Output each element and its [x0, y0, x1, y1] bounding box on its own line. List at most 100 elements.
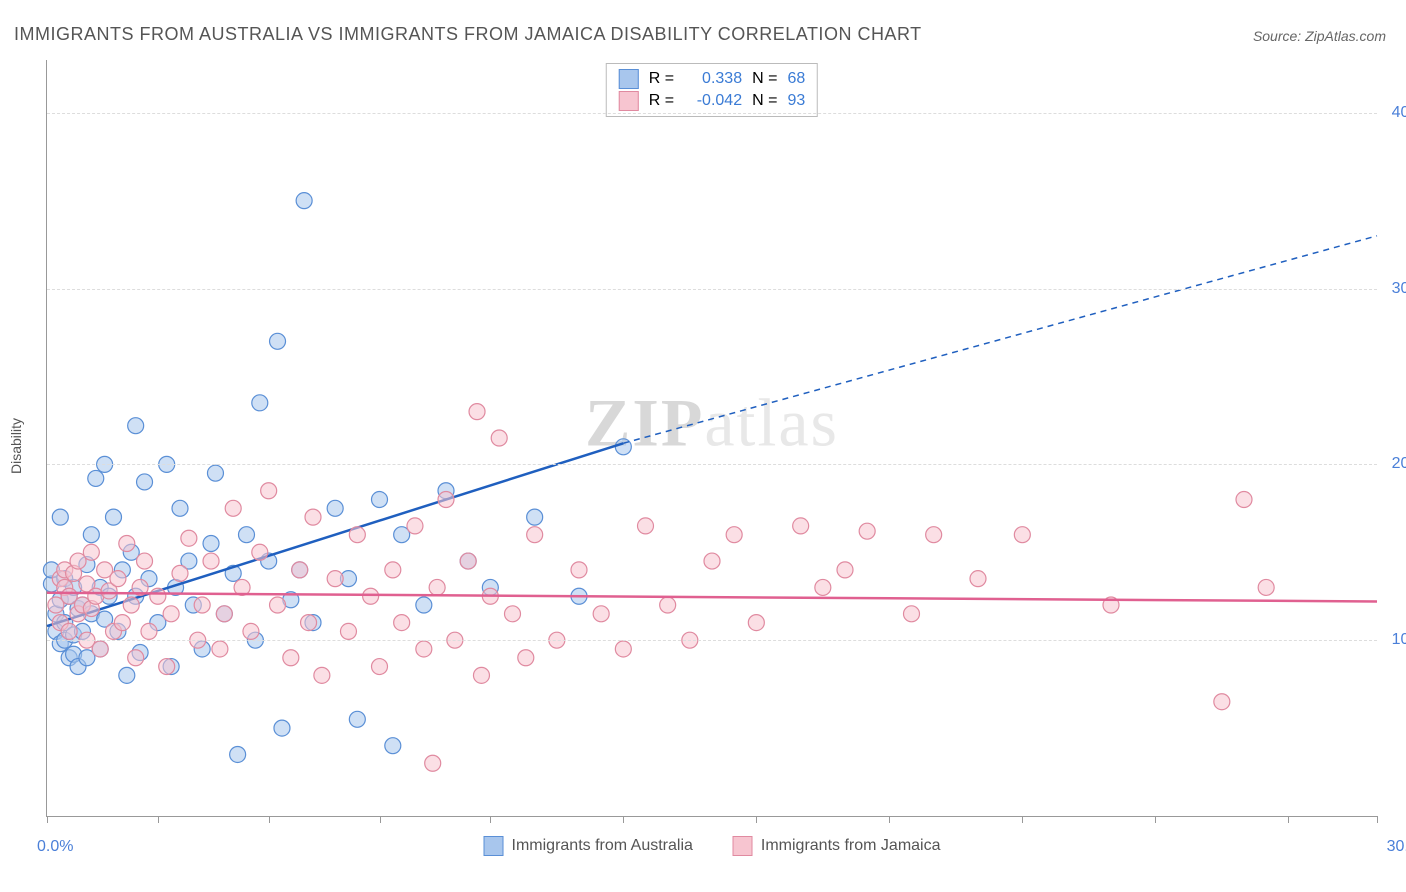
stats-legend-box: R = 0.338 N = 68 R = -0.042 N = 93	[606, 63, 818, 117]
gridline	[47, 640, 1377, 641]
scatter-point	[301, 615, 317, 631]
scatter-point	[1014, 527, 1030, 543]
scatter-point	[141, 623, 157, 639]
scatter-point	[207, 465, 223, 481]
scatter-point	[837, 562, 853, 578]
scatter-point	[793, 518, 809, 534]
y-axis-label: Disability	[8, 418, 24, 474]
scatter-point	[385, 738, 401, 754]
swatch-series-b	[619, 91, 639, 111]
source-label: Source: ZipAtlas.com	[1253, 28, 1386, 44]
scatter-point	[283, 650, 299, 666]
scatter-point	[593, 606, 609, 622]
stats-row-series-a: R = 0.338 N = 68	[619, 68, 805, 90]
scatter-point	[904, 606, 920, 622]
scatter-point	[1236, 492, 1252, 508]
scatter-point	[114, 615, 130, 631]
x-tick	[490, 816, 491, 823]
scatter-point	[252, 544, 268, 560]
scatter-point	[660, 597, 676, 613]
scatter-point	[638, 518, 654, 534]
scatter-point	[216, 606, 232, 622]
scatter-point	[137, 474, 153, 490]
scatter-point	[527, 509, 543, 525]
chart-title: IMMIGRANTS FROM AUSTRALIA VS IMMIGRANTS …	[14, 24, 922, 45]
swatch-series-a	[619, 69, 639, 89]
x-tick	[623, 816, 624, 823]
gridline	[47, 113, 1377, 114]
scatter-point	[83, 527, 99, 543]
plot-svg	[47, 60, 1377, 816]
scatter-point	[473, 667, 489, 683]
x-tick	[756, 816, 757, 823]
scatter-point	[429, 579, 445, 595]
x-tick	[47, 816, 48, 823]
n-value-series-a: 68	[787, 68, 805, 90]
scatter-point	[970, 571, 986, 587]
scatter-point	[527, 527, 543, 543]
scatter-point	[137, 553, 153, 569]
scatter-point	[704, 553, 720, 569]
scatter-point	[106, 509, 122, 525]
x-tick	[1022, 816, 1023, 823]
legend-label-a: Immigrants from Australia	[512, 837, 693, 855]
scatter-point	[270, 333, 286, 349]
scatter-point	[163, 606, 179, 622]
scatter-point	[159, 659, 175, 675]
scatter-point	[172, 565, 188, 581]
legend-label-b: Immigrants from Jamaica	[761, 837, 941, 855]
scatter-point	[305, 509, 321, 525]
scatter-point	[571, 562, 587, 578]
legend-swatch-a	[484, 836, 504, 856]
plot-area: ZIPatlas R = 0.338 N = 68 R = -0.042 N =…	[46, 60, 1377, 817]
scatter-point	[239, 527, 255, 543]
scatter-point	[252, 395, 268, 411]
scatter-point	[340, 623, 356, 639]
scatter-point	[505, 606, 521, 622]
scatter-point	[518, 650, 534, 666]
scatter-point	[270, 597, 286, 613]
scatter-point	[349, 711, 365, 727]
stats-row-series-b: R = -0.042 N = 93	[619, 90, 805, 112]
scatter-point	[425, 755, 441, 771]
x-tick-label: 30.0%	[1387, 838, 1406, 856]
scatter-point	[327, 500, 343, 516]
scatter-point	[460, 553, 476, 569]
trend-line-extrapolated	[623, 236, 1377, 443]
scatter-point	[92, 641, 108, 657]
gridline	[47, 464, 1377, 465]
r-label: R =	[649, 68, 674, 90]
scatter-point	[726, 527, 742, 543]
scatter-point	[181, 530, 197, 546]
y-tick-label: 10.0%	[1392, 631, 1406, 649]
scatter-point	[261, 483, 277, 499]
scatter-point	[926, 527, 942, 543]
legend-item-series-b: Immigrants from Jamaica	[733, 836, 941, 856]
scatter-point	[615, 641, 631, 657]
legend-swatch-b	[733, 836, 753, 856]
scatter-point	[243, 623, 259, 639]
n-label: N =	[752, 90, 777, 112]
scatter-point	[119, 535, 135, 551]
scatter-point	[110, 571, 126, 587]
scatter-point	[372, 659, 388, 675]
scatter-point	[327, 571, 343, 587]
y-tick-label: 20.0%	[1392, 455, 1406, 473]
y-tick-label: 30.0%	[1392, 280, 1406, 298]
x-tick-label: 0.0%	[37, 838, 73, 856]
x-tick	[158, 816, 159, 823]
scatter-point	[407, 518, 423, 534]
x-tick	[1377, 816, 1378, 823]
scatter-point	[83, 544, 99, 560]
n-label: N =	[752, 68, 777, 90]
scatter-point	[438, 492, 454, 508]
scatter-point	[128, 650, 144, 666]
chart-container: IMMIGRANTS FROM AUSTRALIA VS IMMIGRANTS …	[0, 0, 1406, 892]
x-tick	[1155, 816, 1156, 823]
r-value-series-b: -0.042	[684, 90, 742, 112]
x-tick	[889, 816, 890, 823]
scatter-point	[314, 667, 330, 683]
scatter-point	[274, 720, 290, 736]
scatter-point	[150, 588, 166, 604]
scatter-point	[349, 527, 365, 543]
